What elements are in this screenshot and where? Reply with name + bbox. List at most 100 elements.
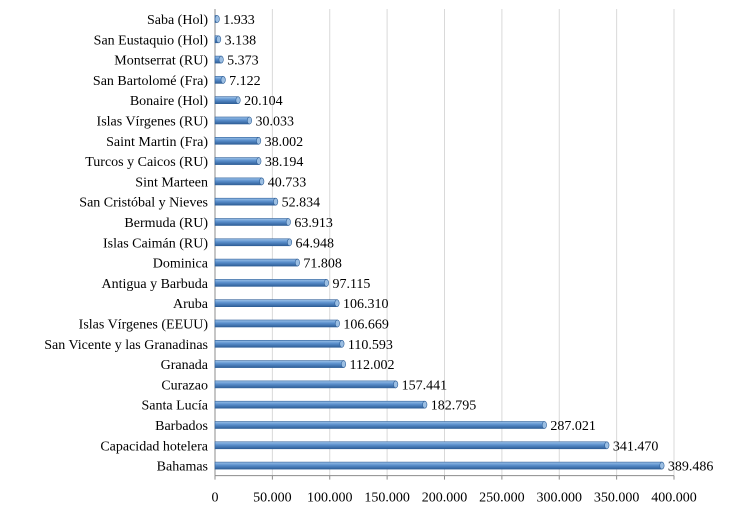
bar-cap (334, 319, 340, 328)
value-label: 1.933 (223, 13, 255, 28)
bar-cap (214, 15, 220, 23)
bar (214, 360, 344, 368)
gridlines (271, 9, 675, 476)
bar-cap (659, 461, 665, 470)
value-label: 341.470 (613, 439, 659, 454)
value-label: 38.002 (265, 135, 304, 150)
category-label: Antigua y Barbuda (101, 277, 208, 292)
value-label: 157.441 (402, 378, 448, 393)
category-label: Bermuda (RU) (124, 216, 208, 231)
bar (214, 218, 289, 226)
bar-cap (422, 400, 428, 409)
category-label: Montserrat (RU) (114, 54, 208, 69)
category-label: Islas Vírgenes (RU) (97, 115, 209, 130)
bars (214, 15, 665, 470)
value-label: 112.002 (350, 358, 395, 373)
x-tick-label: 50.000 (253, 491, 292, 506)
bar-cap (294, 258, 300, 267)
bar (214, 258, 298, 267)
category-label: Curazao (161, 378, 208, 393)
category-label: Islas Vírgenes (EEUU) (79, 318, 209, 333)
category-label: Islas Caimán (RU) (103, 236, 208, 251)
value-label: 64.948 (296, 236, 335, 251)
value-label: 63.913 (294, 216, 333, 231)
bar-cap (246, 116, 252, 125)
category-label: Aruba (173, 297, 209, 312)
value-label: 3.138 (225, 33, 257, 48)
category-label: San Cristóbal y Nieves (79, 196, 208, 211)
bar (214, 96, 239, 104)
bar-cap (341, 360, 347, 368)
category-label: Santa Lucía (142, 399, 209, 414)
value-label: 106.310 (343, 297, 389, 312)
bar (214, 137, 259, 145)
x-tick-label: 250.000 (479, 491, 525, 506)
bar (214, 197, 276, 206)
bar-cap (216, 35, 222, 44)
category-label: San Eustaquio (Hol) (94, 33, 209, 48)
bar (214, 441, 608, 450)
bar (214, 461, 663, 470)
value-label: 52.834 (282, 196, 321, 211)
value-label: 182.795 (431, 399, 477, 414)
bar (214, 279, 327, 287)
category-label: Granada (161, 358, 209, 373)
bar (214, 421, 545, 429)
bar (214, 116, 250, 125)
bar-cap (218, 55, 224, 64)
value-label: 5.373 (227, 54, 259, 69)
bar-cap (393, 380, 399, 389)
labels: 0 50.000 100.000 150.000 200.000 250.000 300.0… (44, 13, 713, 506)
category-label: Dominica (153, 257, 209, 272)
category-label: San Bartolomé (Fra) (93, 74, 208, 89)
bar (214, 299, 338, 308)
value-label: 20.104 (244, 94, 283, 109)
x-tick-label: 0 (212, 491, 219, 506)
bar-cap (220, 76, 226, 84)
category-label: Bahamas (157, 460, 208, 475)
bar-cap (273, 197, 279, 206)
value-label: 40.733 (268, 175, 307, 190)
value-label: 71.808 (303, 257, 342, 272)
bar (214, 400, 426, 409)
value-label: 110.593 (348, 338, 393, 353)
bar (214, 319, 338, 328)
x-tick-label: 400.000 (651, 491, 697, 506)
value-label: 7.122 (229, 74, 260, 89)
category-label: Saba (Hol) (147, 13, 208, 28)
x-tick-label: 200.000 (422, 491, 468, 506)
bar-cap (285, 218, 291, 226)
bar-cap (259, 177, 265, 186)
category-label: Sint Marteen (135, 175, 208, 190)
value-label: 30.033 (255, 115, 294, 130)
bar-cap (334, 299, 340, 308)
value-label: 97.115 (332, 277, 370, 292)
value-label: 287.021 (550, 419, 596, 434)
bar (214, 238, 290, 247)
bar-cap (604, 441, 610, 450)
x-tick-label: 100.000 (307, 491, 353, 506)
value-label: 38.194 (265, 155, 304, 170)
category-label: Turcos y Caicos (RU) (85, 155, 208, 170)
category-label: Barbados (155, 419, 208, 434)
bar-cap (323, 279, 329, 287)
category-label: Capacidad hotelera (100, 439, 208, 454)
category-label: Bonaire (Hol) (130, 94, 208, 109)
category-label: San Vicente y las Granadinas (44, 338, 208, 353)
value-label: 389.486 (668, 460, 714, 475)
x-tick-label: 300.000 (537, 491, 583, 506)
bar-cap (235, 96, 241, 104)
bar-cap (541, 421, 547, 429)
bar (214, 380, 396, 389)
bar-cap (339, 339, 345, 348)
value-label: 106.669 (343, 318, 389, 333)
category-label: Saint Martin (Fra) (106, 135, 208, 150)
bar-cap (287, 238, 293, 247)
bar (214, 177, 263, 186)
bar (214, 339, 343, 348)
bar-cap (256, 157, 262, 165)
x-tick-label: 350.000 (594, 491, 640, 506)
bar-cap (256, 137, 262, 145)
x-tick-label: 150.000 (364, 491, 410, 506)
